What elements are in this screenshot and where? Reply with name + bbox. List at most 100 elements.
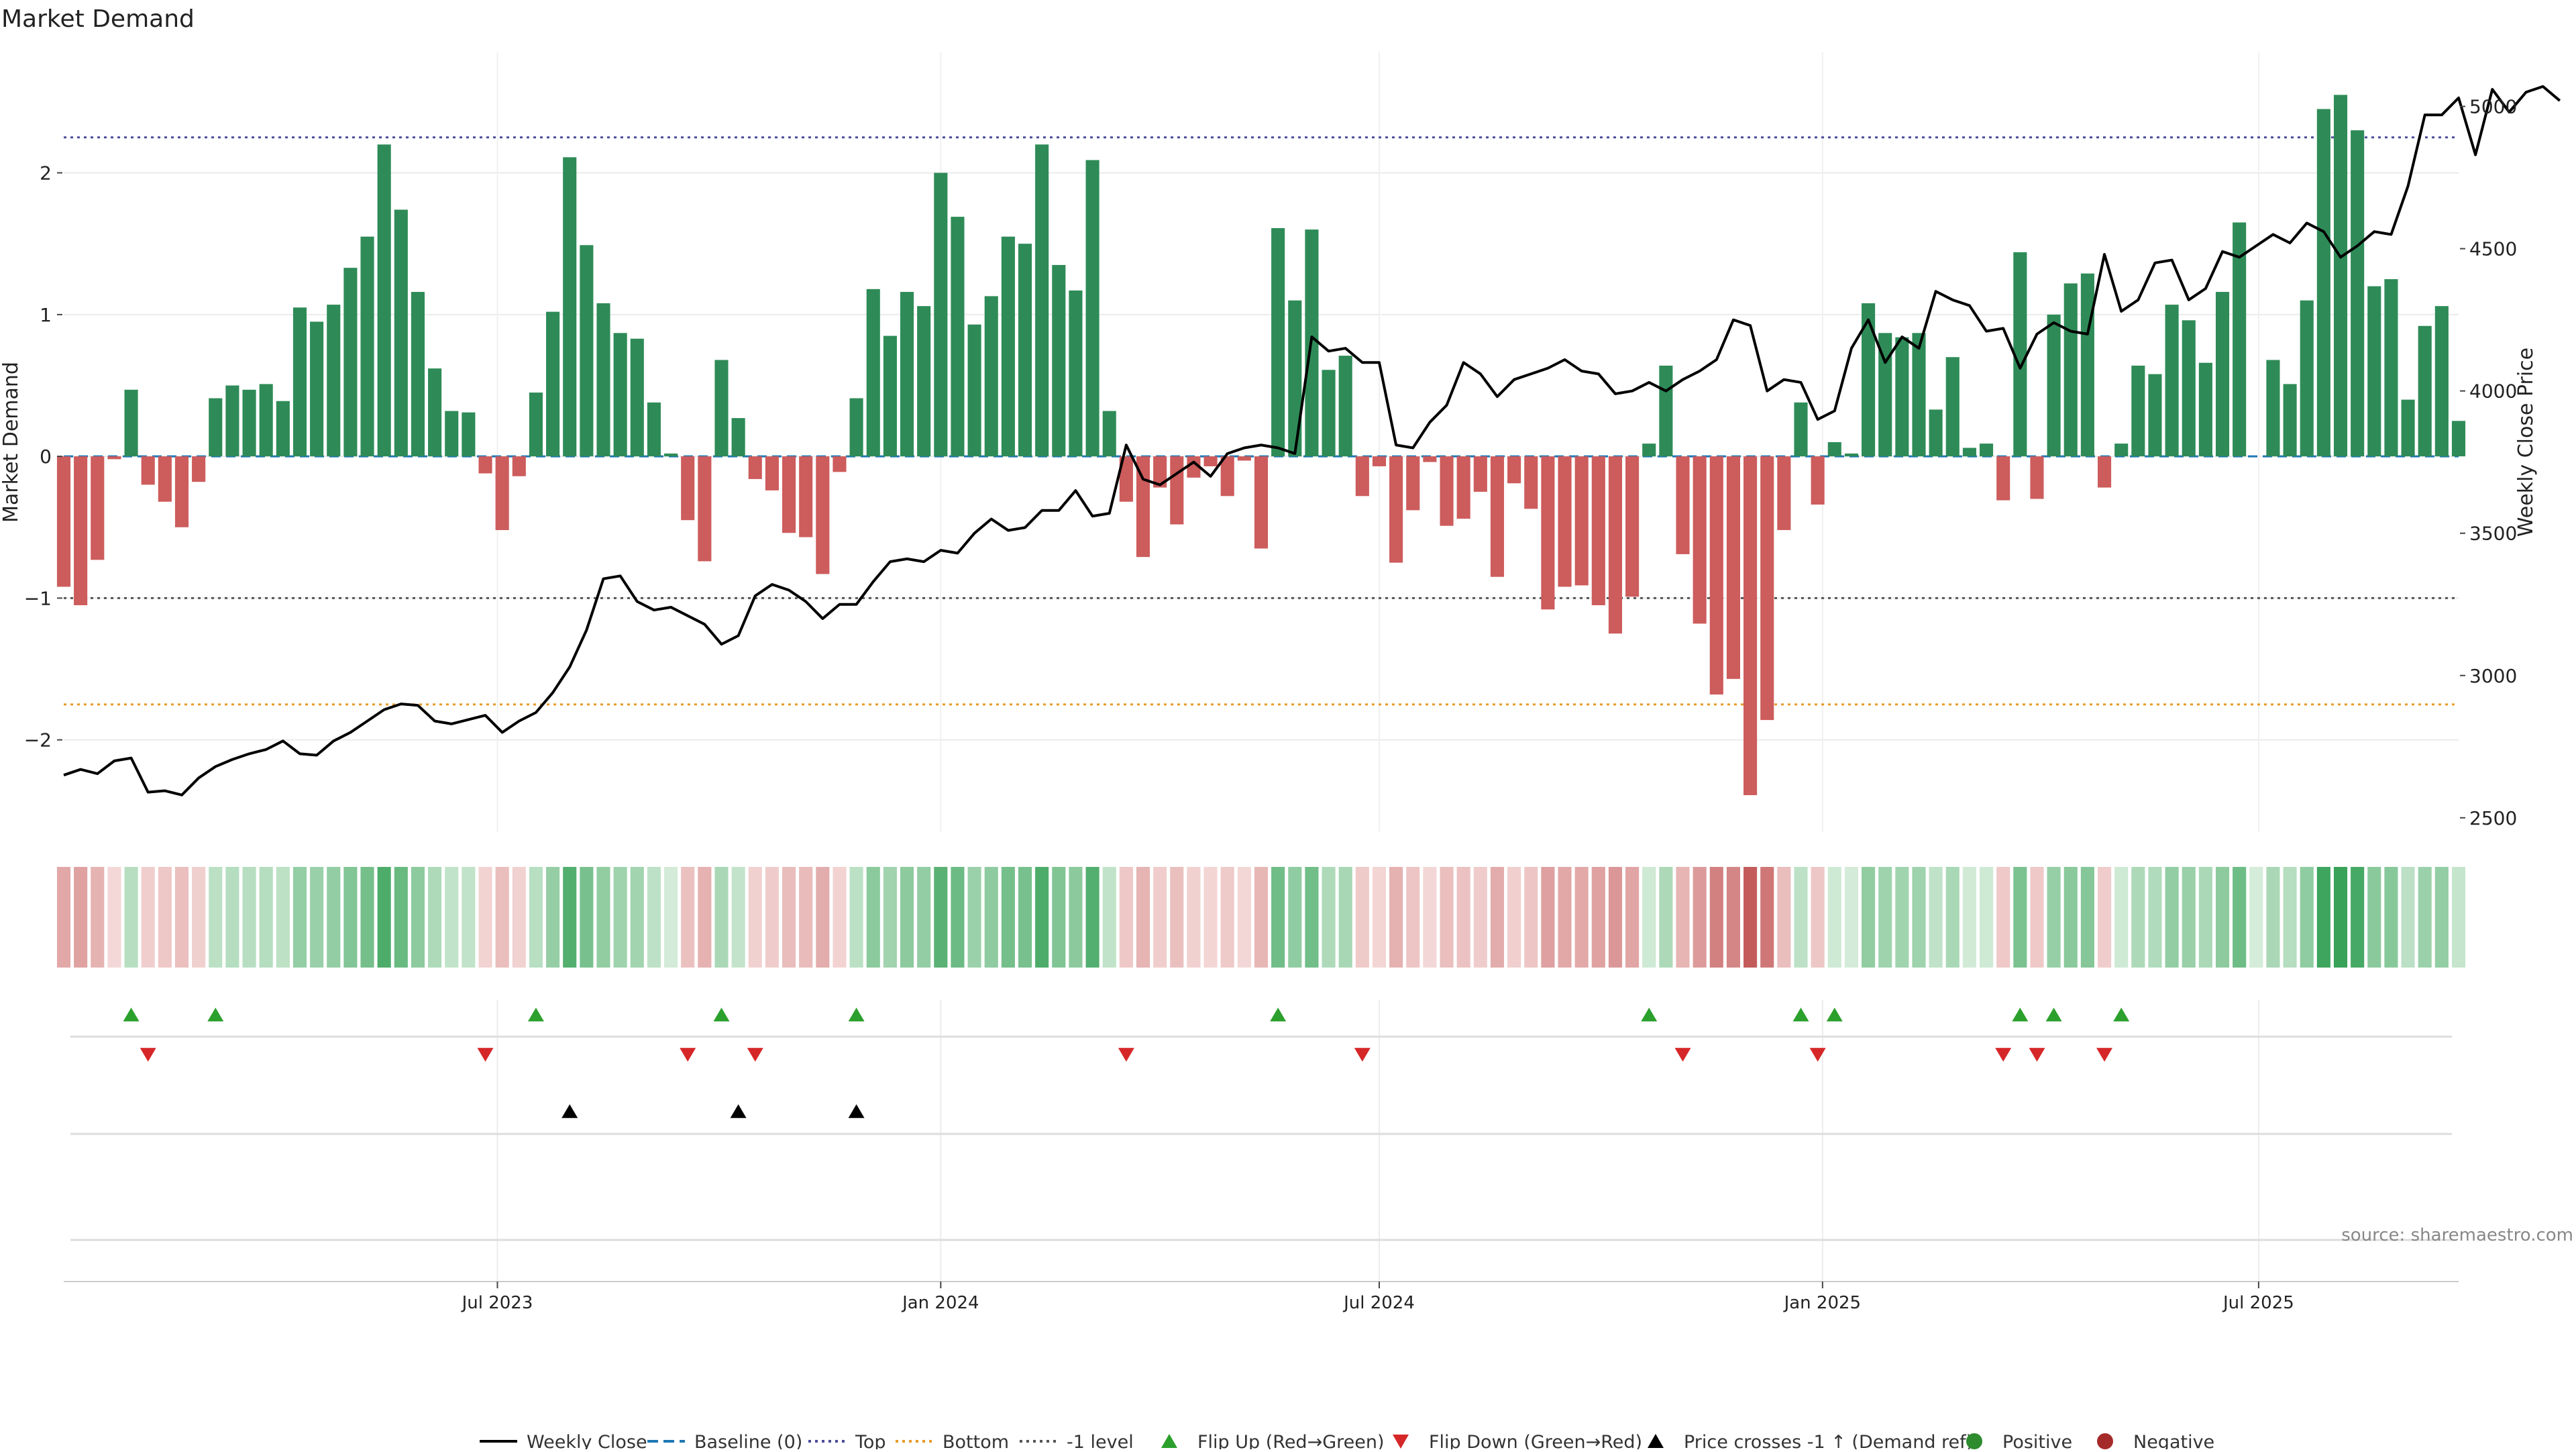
heat-cell [209, 867, 223, 968]
demand-bar [2401, 399, 2415, 457]
heat-cell [849, 867, 863, 968]
legend-label: Positive [2002, 1432, 2072, 1449]
heat-cell [141, 867, 155, 968]
demand-bar [428, 368, 442, 457]
heat-cell [74, 867, 88, 968]
heat-cell [1187, 867, 1201, 968]
heat-cell [1862, 867, 1876, 968]
legend-label: Baseline (0) [694, 1432, 802, 1449]
heat-cell [2148, 867, 2162, 968]
heat-cell [1355, 867, 1369, 968]
flip-down-marker [1995, 1047, 2012, 1062]
heat-cell [1085, 867, 1099, 968]
heat-cell [158, 867, 172, 968]
demand-bar [1558, 456, 1572, 587]
demand-bar [1895, 337, 1909, 457]
demand-bar [1372, 456, 1387, 466]
heat-cell [1001, 867, 1015, 968]
heat-cell [1069, 867, 1083, 968]
reference-lines [64, 136, 2459, 706]
heat-cell [1220, 867, 1234, 968]
demand-bar [1929, 409, 1943, 457]
heat-cell [1929, 867, 1943, 968]
legend: Weekly Close Baseline (0) Top Bottom -1 leve… [480, 1432, 2214, 1452]
heat-cell [1507, 867, 1521, 968]
heat-cell [1203, 867, 1218, 968]
heat-cell [1389, 867, 1403, 968]
heat-cell [1811, 867, 1825, 968]
demand-bar [681, 456, 695, 521]
demand-bar [445, 411, 459, 457]
demand-bar [512, 456, 526, 476]
heat-cell [394, 867, 408, 968]
demand-bar [377, 144, 391, 457]
heat-cell [1709, 867, 1723, 968]
demand-bar [1743, 456, 1758, 796]
heat-cell [681, 867, 695, 968]
right-axis-label: Weekly Close Price [2514, 348, 2538, 537]
demand-bar [1524, 456, 1538, 509]
flip-down-marker [2096, 1047, 2113, 1062]
flip-up-marker [713, 1007, 730, 1022]
price-cross-marker [561, 1104, 578, 1119]
heat-cell [799, 867, 813, 968]
demand-bar [1085, 160, 1099, 457]
x-tick-label: Jul 2023 [461, 1293, 533, 1313]
heat-cell [1844, 867, 1858, 968]
heat-cell [580, 867, 594, 968]
demand-bar [1642, 444, 1656, 457]
chart-title: Market Demand [1, 5, 195, 33]
heat-cell [1541, 867, 1555, 968]
heat-cell [1760, 867, 1774, 968]
heat-cell [1591, 867, 1605, 968]
demand-bar [1052, 264, 1066, 457]
demand-bar [1878, 333, 1892, 457]
heat-cell [2384, 867, 2398, 968]
legend-item: Price crosses -1 ↑ (Demand ref) [1648, 1432, 1973, 1452]
heat-cell [2047, 867, 2061, 968]
demand-bar [276, 401, 290, 457]
demand-bar [74, 456, 88, 605]
heat-cell [428, 867, 442, 968]
flip-down-marker [680, 1047, 696, 1062]
heat-cell [1524, 867, 1538, 968]
legend-label: Top [855, 1432, 886, 1449]
demand-bar [292, 307, 307, 457]
heat-cell [495, 867, 509, 968]
heat-cell [2215, 867, 2230, 968]
demand-bar [782, 456, 796, 533]
demand-bar [141, 456, 155, 485]
heat-cell [2030, 867, 2044, 968]
demand-bar [343, 268, 358, 457]
demand-bar [225, 385, 239, 457]
heat-cell [1440, 867, 1454, 968]
demand-heat-strip [56, 867, 2466, 968]
legend-item: Flip Down (Green→Red) [1393, 1432, 1642, 1452]
heat-cell [1676, 867, 1690, 968]
legend-label: Bottom [943, 1432, 1009, 1449]
flip-down-marker [1809, 1047, 1826, 1062]
demand-bar [495, 456, 509, 530]
demand-bar [580, 245, 594, 457]
heat-cell [714, 867, 729, 968]
heat-cell [107, 867, 121, 968]
demand-bar [259, 384, 273, 457]
heat-cell [2131, 867, 2145, 968]
heat-cell [1625, 867, 1640, 968]
heat-cell [1271, 867, 1285, 968]
demand-bar [2300, 300, 2314, 457]
demand-bar [917, 306, 931, 457]
flip-up-marker [123, 1007, 140, 1022]
flip-up-marker [2012, 1007, 2029, 1022]
heat-cell [411, 867, 425, 968]
demand-bar [1760, 456, 1774, 721]
heat-cell [1338, 867, 1352, 968]
demand-bar [1440, 456, 1454, 526]
heat-cell [934, 867, 948, 968]
demand-bar [613, 333, 627, 457]
heat-cell [1153, 867, 1167, 968]
heat-cell [360, 867, 374, 968]
demand-bar [900, 292, 914, 457]
heat-cell [1423, 867, 1437, 968]
